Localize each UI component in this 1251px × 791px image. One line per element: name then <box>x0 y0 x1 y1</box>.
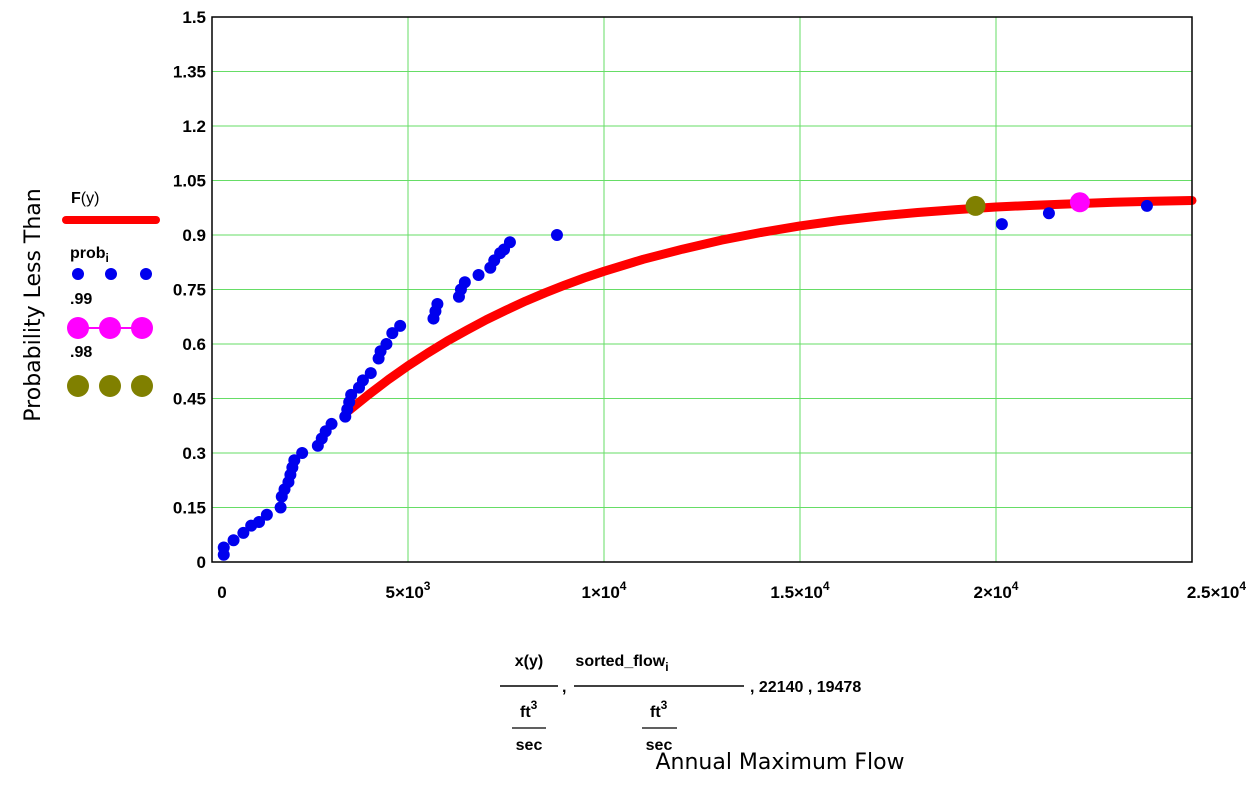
data-point <box>274 501 287 514</box>
y-tick-label: 1.5 <box>182 8 206 27</box>
data-point <box>380 338 393 350</box>
expr-den1: ft3 <box>520 698 538 721</box>
x-tick-label: 1.5×104 <box>770 579 829 602</box>
legend-label-fy: F(y) <box>71 190 99 207</box>
data-point <box>458 276 471 289</box>
y-tick-label: 0.75 <box>173 281 206 300</box>
data-point <box>325 417 338 430</box>
data-point <box>356 374 369 387</box>
y-tick-label: 0.3 <box>182 444 206 463</box>
plot-frame <box>211 16 1193 563</box>
data-point <box>296 447 309 459</box>
y-tick-label: 1.05 <box>173 172 206 191</box>
data-point <box>550 229 563 241</box>
x-tick-label: 2×104 <box>974 579 1019 602</box>
y-tick-label: 1.2 <box>182 117 206 136</box>
legend-label-99: .99 <box>70 291 92 308</box>
series-1 <box>217 199 1153 561</box>
legend-marker <box>67 317 89 339</box>
expr-den2: ft3 <box>650 698 668 721</box>
data-point <box>227 534 240 547</box>
expr-comma: , <box>562 679 566 696</box>
data-series <box>217 192 1197 561</box>
expr-den1-bottom: sec <box>516 737 543 754</box>
data-point <box>1140 199 1153 212</box>
legend-label-prob: probi <box>70 245 109 265</box>
data-point <box>253 516 266 529</box>
data-point <box>386 327 399 340</box>
data-point <box>288 454 301 467</box>
series-3 <box>965 195 986 216</box>
legend-marker <box>67 375 89 397</box>
data-point <box>472 268 485 281</box>
y-tick-label: 0.6 <box>182 335 206 354</box>
legend-marker <box>131 317 153 339</box>
expr-tail: , 22140 , 19478 <box>750 679 861 696</box>
legend-swatch-98 <box>67 375 153 397</box>
data-point <box>217 541 230 554</box>
data-point <box>394 319 407 332</box>
x-tick-label: 0 <box>217 583 226 602</box>
legend-swatch-99 <box>67 317 153 339</box>
series-2 <box>1069 192 1090 213</box>
data-point <box>364 367 377 380</box>
y-tick-label: 0 <box>197 553 206 572</box>
expr-num1: x(y) <box>515 653 543 670</box>
y-tick-label: 0.9 <box>182 226 206 245</box>
y-tick-labels: 0 0.15 0.3 0.45 0.6 0.75 0.9 1.05 1.2 1.35 1.5 <box>173 8 206 572</box>
data-point <box>965 195 986 216</box>
x-tick-label: 2.5×104 <box>1187 579 1246 602</box>
x-tick-label: 1×104 <box>582 579 627 602</box>
legend: F(y) probi .99 .98 <box>62 190 160 397</box>
expr-num2: sorted_flowi <box>575 653 668 674</box>
legend-marker <box>105 268 117 280</box>
data-point <box>1069 192 1090 213</box>
data-point <box>995 218 1008 231</box>
x-tick-label: 5×103 <box>386 579 431 602</box>
legend-marker <box>131 375 153 397</box>
series-0 <box>342 196 1197 417</box>
data-point <box>237 526 250 539</box>
expr-den2-bottom: sec <box>646 737 673 754</box>
legend-swatch-prob <box>72 268 152 280</box>
legend-marker <box>99 317 121 339</box>
data-point <box>260 508 273 521</box>
y-tick-label: 0.15 <box>173 499 206 518</box>
data-point <box>431 298 444 311</box>
legend-label-98: .98 <box>70 344 92 361</box>
data-point <box>345 388 358 401</box>
legend-marker <box>72 268 84 280</box>
data-point <box>1042 207 1055 220</box>
y-axis-label: Probability Less Than <box>21 188 46 421</box>
x-axis-expression: x(y) ft3 sec , sorted_flowi ft3 sec , 22… <box>500 653 861 754</box>
legend-marker <box>140 268 152 280</box>
series-line-fy <box>342 196 1197 417</box>
x-tick-labels: 0 5×103 1×104 1.5×104 2×104 2.5×104 <box>217 579 1246 602</box>
x-axis-title: Annual Maximum Flow <box>655 750 905 775</box>
y-tick-label: 1.35 <box>173 63 206 82</box>
legend-marker <box>99 375 121 397</box>
data-point <box>503 236 516 249</box>
y-tick-label: 0.45 <box>173 390 206 409</box>
grid-lines <box>212 17 1192 562</box>
